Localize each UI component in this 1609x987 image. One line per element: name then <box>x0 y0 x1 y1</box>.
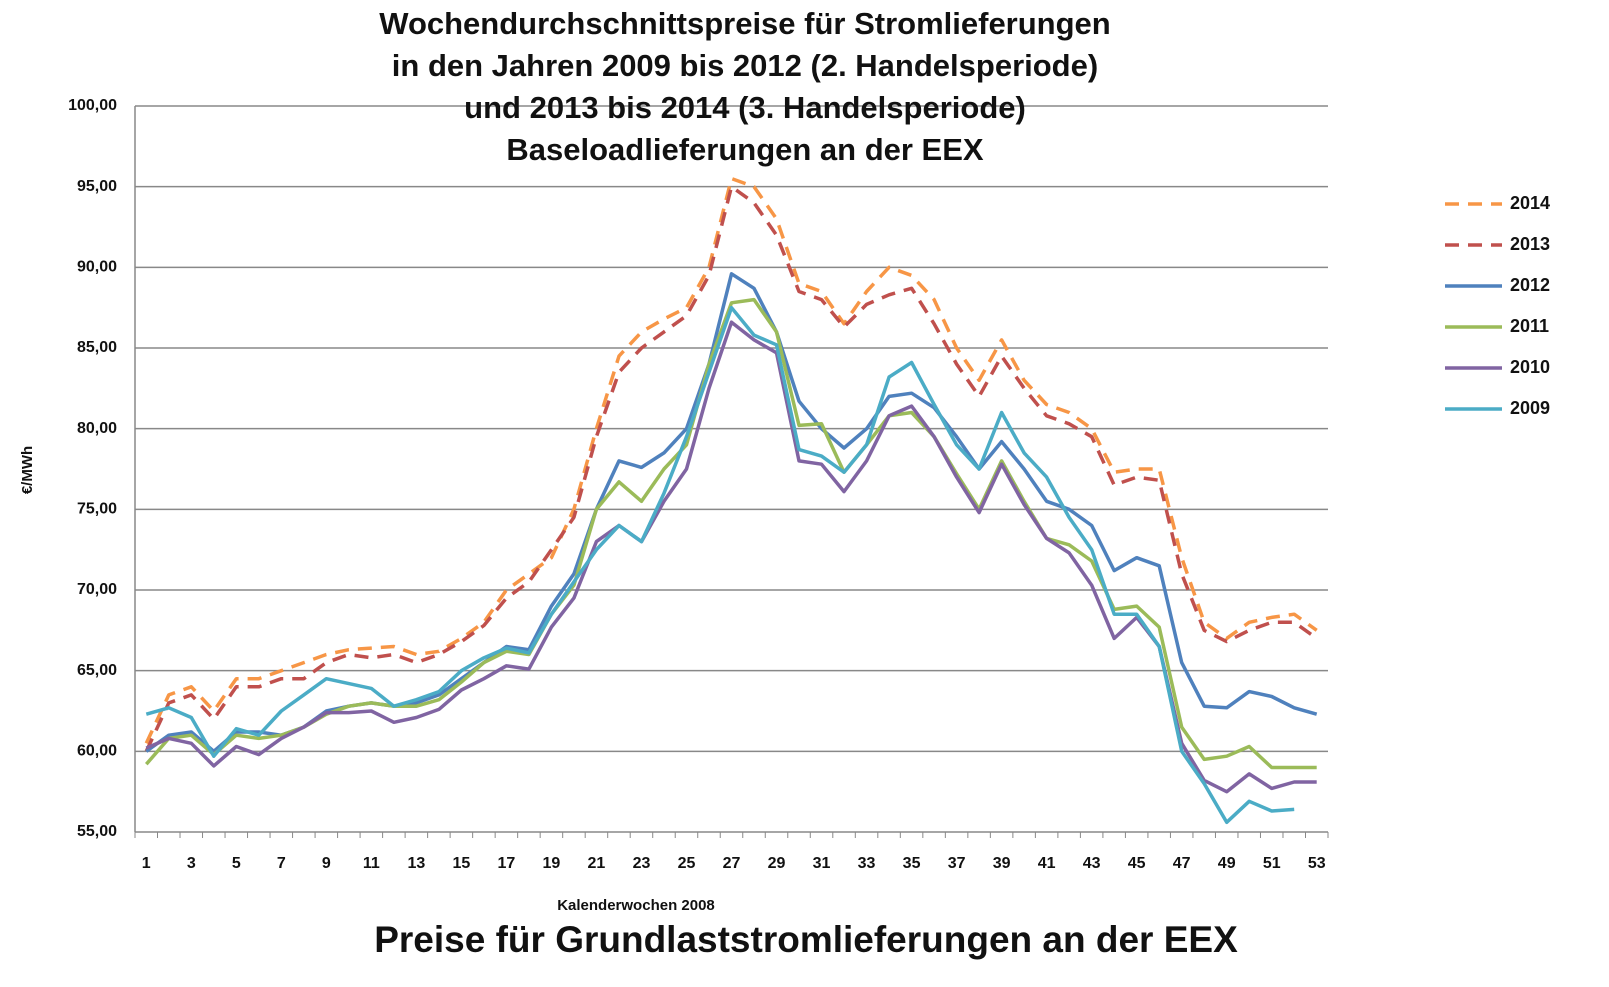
x-tick-label: 39 <box>993 855 1011 872</box>
x-tick-label: 47 <box>1173 855 1191 872</box>
y-tick-label: 85,00 <box>77 339 117 356</box>
legend-label: 2010 <box>1510 357 1550 377</box>
y-tick-label: 75,00 <box>77 501 117 518</box>
chart-title: in den Jahren 2009 bis 2012 (2. Handelsp… <box>392 48 1098 83</box>
y-tick-label: 100,00 <box>68 97 117 114</box>
y-tick-label: 90,00 <box>77 259 117 276</box>
x-tick-label: 45 <box>1128 855 1146 872</box>
x-tick-label: 13 <box>407 855 425 872</box>
x-tick-label: 25 <box>678 855 696 872</box>
legend-label: 2012 <box>1510 275 1550 295</box>
x-tick-label: 49 <box>1218 855 1236 872</box>
x-tick-label: 29 <box>768 855 786 872</box>
x-tick-label: 53 <box>1308 855 1326 872</box>
x-axis-label: Kalenderwochen 2008 <box>557 897 715 914</box>
series-line <box>145 305 1295 825</box>
x-tick-label: 31 <box>813 855 831 872</box>
y-tick-label: 55,00 <box>77 823 117 840</box>
x-tick-label: 35 <box>903 855 921 872</box>
x-tick-label: 19 <box>543 855 561 872</box>
y-tick-label: 70,00 <box>77 581 117 598</box>
y-tick-label: 65,00 <box>77 662 117 679</box>
x-tick-label: 41 <box>1038 855 1056 872</box>
x-tick-label: 51 <box>1263 855 1281 872</box>
x-tick-label: 21 <box>588 855 606 872</box>
series-line <box>145 320 1317 794</box>
y-tick-label: 60,00 <box>77 743 117 760</box>
y-tick-label: 95,00 <box>77 178 117 195</box>
legend-label: 2013 <box>1510 234 1550 254</box>
legend-label: 2014 <box>1510 193 1550 213</box>
x-tick-label: 37 <box>948 855 966 872</box>
x-tick-label: 5 <box>232 855 241 872</box>
x-tick-label: 15 <box>452 855 470 872</box>
legend-label: 2011 <box>1510 316 1549 336</box>
legend-label: 2009 <box>1510 398 1550 418</box>
x-tick-label: 11 <box>363 855 380 872</box>
y-tick-label: 80,00 <box>77 420 117 437</box>
x-tick-label: 3 <box>187 855 196 872</box>
chart-title: Baseloadlieferungen an der EEX <box>506 132 984 167</box>
subtitle: Preise für Grundlaststromlieferungen an … <box>374 919 1238 960</box>
x-tick-label: 27 <box>723 855 741 872</box>
series-line <box>145 272 1318 754</box>
x-tick-label: 17 <box>498 855 516 872</box>
x-tick-label: 43 <box>1083 855 1101 872</box>
chart-title: Wochendurchschnittspreise für Stromliefe… <box>379 6 1110 41</box>
x-tick-label: 7 <box>277 855 286 872</box>
x-tick-label: 9 <box>322 855 331 872</box>
chart-title: und 2013 bis 2014 (3. Handelsperiode) <box>464 90 1026 125</box>
series-line <box>144 176 1318 745</box>
x-tick-label: 1 <box>142 855 151 872</box>
series-line <box>144 297 1317 770</box>
y-axis-label: €/MWh <box>19 446 36 494</box>
series-line <box>144 184 1318 753</box>
x-tick-label: 33 <box>858 855 876 872</box>
x-tick-label: 23 <box>633 855 651 872</box>
